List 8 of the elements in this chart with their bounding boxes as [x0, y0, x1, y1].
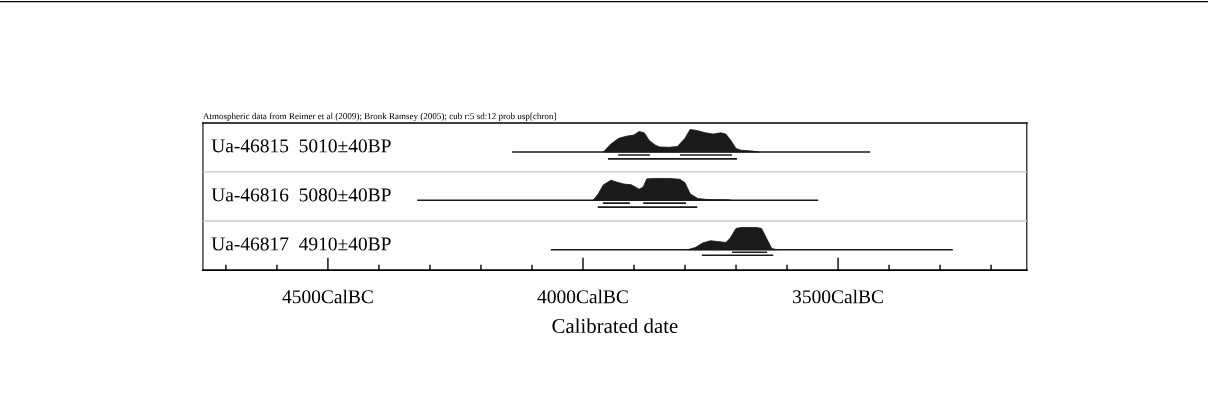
x-tick-label: 4000CalBC — [537, 289, 628, 304]
chart-title: Ua-46815 5010±40BP — [211, 139, 391, 153]
chart-title: Ua-46816 5080±40BP — [211, 188, 391, 202]
x-tick-label: 3500CalBC — [793, 289, 883, 304]
chart-title: Ua-46817 4910±40BP — [211, 237, 391, 251]
text: Atmospheric data from Reimer et al (2009); Bronk Ramsey (2005); cub r:5 sd:12 prob usp[chron] — [203, 112, 556, 122]
x-axis-title: Calibrated date — [552, 318, 678, 334]
x-tick-label: 4500CalBC — [282, 289, 373, 304]
